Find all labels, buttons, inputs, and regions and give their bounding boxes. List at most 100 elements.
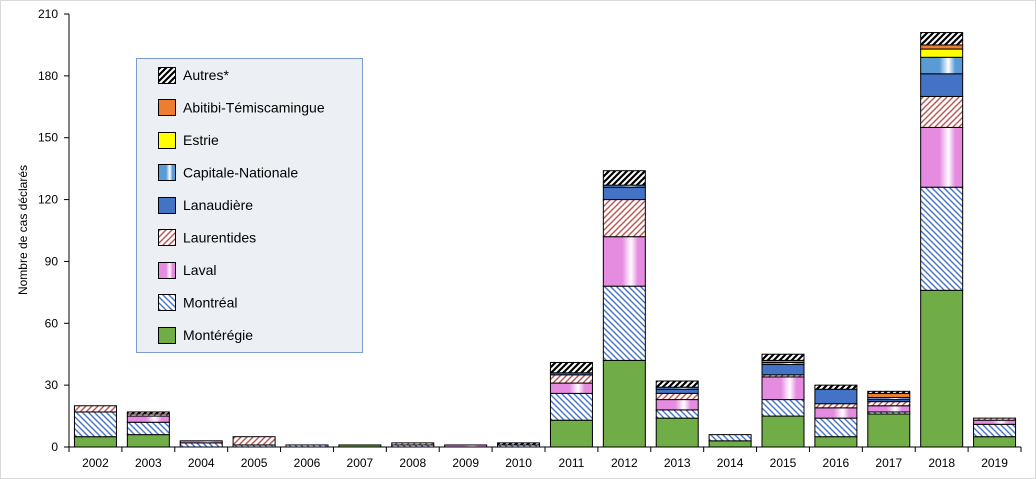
legend-item-laval: Laval — [158, 262, 216, 279]
y-tick-label: 180 — [38, 69, 58, 83]
bar-laval-2011 — [549, 382, 593, 394]
bar-laurentides-2018 — [920, 95, 964, 128]
legend-item-lanaudiere: Lanaudière — [158, 197, 253, 214]
x-tick-label: 2016 — [823, 456, 850, 470]
legend-label-capitale-nationale: Capitale-Nationale — [183, 165, 298, 181]
x-tick-label: 2013 — [664, 456, 691, 470]
bar-monteregie-2002 — [73, 436, 117, 448]
bar-monteregie-2018 — [920, 289, 964, 448]
bar-montreal-2019 — [973, 423, 1017, 438]
bar-laurentides-2016 — [814, 403, 858, 409]
bar-laval-2018 — [920, 126, 964, 188]
x-tick-label: 2011 — [559, 456, 585, 470]
x-tick-label: 2009 — [452, 456, 479, 470]
legend-swatch-capitale-nationale — [158, 164, 176, 181]
bar-autres-2013 — [655, 380, 699, 388]
x-tick-label: 2019 — [981, 456, 1008, 470]
y-tick-label: 60 — [45, 316, 59, 330]
bar-lanaudiere-2013 — [655, 388, 699, 394]
bar-autres-2012 — [602, 170, 646, 186]
bar-laurentides-2012 — [602, 199, 646, 238]
legend-label-laval: Laval — [183, 262, 216, 278]
bar-lanaudiere-2015 — [761, 364, 805, 376]
x-tick-label: 2003 — [135, 456, 162, 470]
legend-item-laurentides: Laurentides — [158, 229, 256, 246]
legend-label-montreal: Montréal — [183, 295, 237, 311]
bar-lanaudiere-2018 — [920, 73, 964, 97]
x-tick-label: 2005 — [241, 456, 268, 470]
y-tick-label: 150 — [38, 131, 58, 145]
x-tick-label: 2014 — [717, 456, 744, 470]
bar-monteregie-2016 — [814, 436, 858, 448]
bar-autres-2018 — [920, 32, 964, 46]
bar-laval-2017 — [867, 405, 911, 413]
x-tick-label: 2007 — [347, 456, 374, 470]
bar-monteregie-2003 — [126, 434, 170, 448]
legend-swatch-estrie — [158, 132, 176, 149]
bar-autres-2003 — [126, 411, 170, 415]
legend-swatch-autres — [158, 67, 176, 84]
x-tick-label: 2006 — [294, 456, 321, 470]
bar-montreal-2014 — [708, 434, 752, 442]
legend-label-autres: Autres* — [183, 67, 229, 83]
bars — [73, 32, 1017, 448]
legend-swatch-montreal — [158, 294, 176, 311]
y-tick-label: 30 — [45, 378, 59, 392]
bar-monteregie-2013 — [655, 417, 699, 448]
legend-label-estrie: Estrie — [183, 132, 219, 148]
bar-montreal-2016 — [814, 417, 858, 438]
bar-montreal-2004 — [179, 442, 223, 448]
bar-autres-2015 — [761, 353, 805, 361]
bar-abitibi-temiscamingue-2018 — [920, 44, 964, 50]
x-tick-label: 2012 — [611, 456, 638, 470]
bar-montreal-2012 — [602, 285, 646, 361]
bar-laval-2012 — [602, 236, 646, 287]
bar-monteregie-2012 — [602, 359, 646, 448]
y-tick-label: 90 — [45, 254, 59, 268]
x-tick-label: 2008 — [399, 456, 426, 470]
bar-montreal-2018 — [920, 186, 964, 291]
x-tick-label: 2018 — [928, 456, 955, 470]
legend-item-capitale-nationale: Capitale-Nationale — [158, 164, 298, 181]
legend-label-lanaudiere: Lanaudière — [183, 197, 253, 213]
bar-lanaudiere-2012 — [602, 186, 646, 201]
bar-montreal-2011 — [549, 392, 593, 421]
legend-item-abitibi-temiscamingue: Abitibi-Témiscamingue — [158, 99, 325, 116]
bar-laurentides-2017 — [867, 401, 911, 407]
bar-laurentides-2008 — [391, 442, 435, 446]
legend-item-monteregie: Montérégie — [158, 327, 253, 344]
y-tick-label: 120 — [38, 193, 58, 207]
bar-laval-2016 — [814, 407, 858, 419]
legend-item-montreal: Montréal — [158, 294, 237, 311]
bar-laval-2003 — [126, 415, 170, 423]
bar-autres-2011 — [549, 361, 593, 374]
bar-abitibi-temiscamingue-2017 — [867, 392, 911, 399]
legend-label-laurentides: Laurentides — [183, 230, 256, 246]
bar-laval-2004 — [179, 440, 223, 444]
bar-montreal-2002 — [73, 411, 117, 438]
bar-monteregie-2019 — [973, 436, 1017, 448]
legend: Autres* Abitibi-Témiscamingue Estrie Cap… — [136, 58, 363, 353]
y-tick-label: 210 — [38, 7, 58, 21]
legend-swatch-abitibi-temiscamingue — [158, 99, 176, 116]
x-tick-label: 2004 — [188, 456, 215, 470]
legend-item-estrie: Estrie — [158, 132, 219, 149]
bar-lanaudiere-2016 — [814, 388, 858, 405]
bar-laval-2013 — [655, 399, 699, 411]
bar-laurentides-2013 — [655, 392, 699, 401]
legend-label-monteregie: Montérégie — [183, 327, 253, 343]
bar-montreal-2003 — [126, 421, 170, 436]
bar-laurentides-2005 — [232, 436, 276, 446]
x-tick-label: 2002 — [82, 456, 109, 470]
x-axis: 2002 2003 2004 2005 2006 2007 2008 2009 2010 2011… — [68, 447, 1022, 470]
x-tick-label: 2010 — [505, 456, 532, 470]
bar-montreal-2015 — [761, 399, 805, 417]
legend-swatch-laurentides — [158, 229, 176, 246]
y-axis-label: Nombre de cas déclarés — [16, 165, 30, 295]
bar-estrie-2018 — [920, 48, 964, 58]
y-tick-label: 0 — [51, 440, 58, 454]
bar-monteregie-2015 — [761, 415, 805, 448]
legend-swatch-lanaudiere — [158, 197, 176, 214]
bar-autres-2016 — [814, 384, 858, 390]
